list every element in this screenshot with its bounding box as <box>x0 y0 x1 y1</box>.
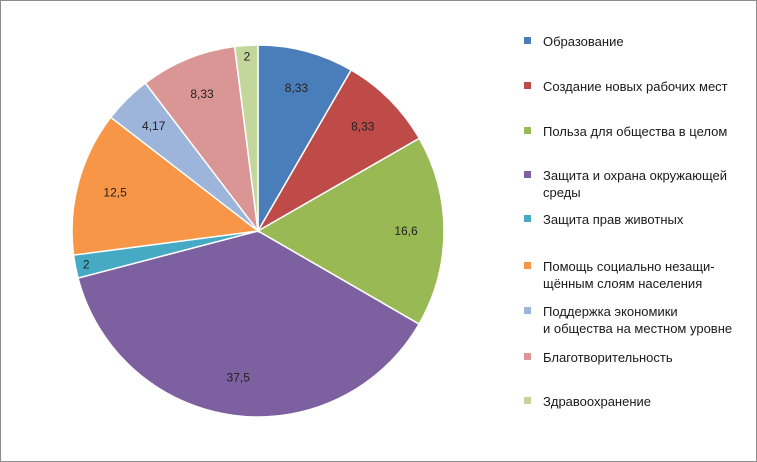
pie-slice-environment <box>77 230 421 418</box>
legend-label: Поддержка экономики и общества на местно… <box>543 304 733 336</box>
pie-slice-charity <box>144 45 260 234</box>
legend-swatch <box>524 262 531 269</box>
data-label-new-jobs: 8,33 <box>351 120 375 134</box>
data-label-education: 8,33 <box>285 81 309 95</box>
legend-label: Создание новых рабочих мест <box>543 79 728 94</box>
legend-swatch <box>524 307 531 314</box>
data-label-healthcare: 2 <box>244 49 251 63</box>
legend-swatch <box>524 127 531 134</box>
pie-slice-new-jobs <box>255 68 421 234</box>
legend-swatch <box>524 353 531 360</box>
legend-label: Польза для общества в целом <box>543 124 728 139</box>
legend-label: Здравоохранение <box>543 394 652 409</box>
pie-slice-education <box>257 44 353 234</box>
legend-label: Защита прав животных <box>543 212 684 227</box>
legend-label: Защита и охрана окружающей среды <box>543 168 727 200</box>
legend-swatch <box>524 171 531 178</box>
pie-slice-society-benefit <box>256 137 445 326</box>
data-label-society-benefit: 16,6 <box>394 224 418 238</box>
legend-label: Образование <box>543 34 624 49</box>
data-label-social-help: 12,5 <box>103 185 127 199</box>
data-label-environment: 37,5 <box>227 371 251 385</box>
data-label-local-economy: 4,17 <box>142 119 166 133</box>
pie-slice-healthcare <box>233 44 259 232</box>
legend-label: Благотворительность <box>543 350 673 365</box>
legend-swatch <box>524 397 531 404</box>
pie-slice-social-help <box>71 116 260 256</box>
legend-swatch <box>524 82 531 89</box>
legend-label: Помощь социально незащи- щённым слоям на… <box>543 259 715 291</box>
legend-swatch <box>524 215 531 222</box>
data-label-animal-rights: 2 <box>83 258 90 272</box>
legend-swatch <box>524 37 531 44</box>
data-label-charity: 8,33 <box>190 87 214 101</box>
